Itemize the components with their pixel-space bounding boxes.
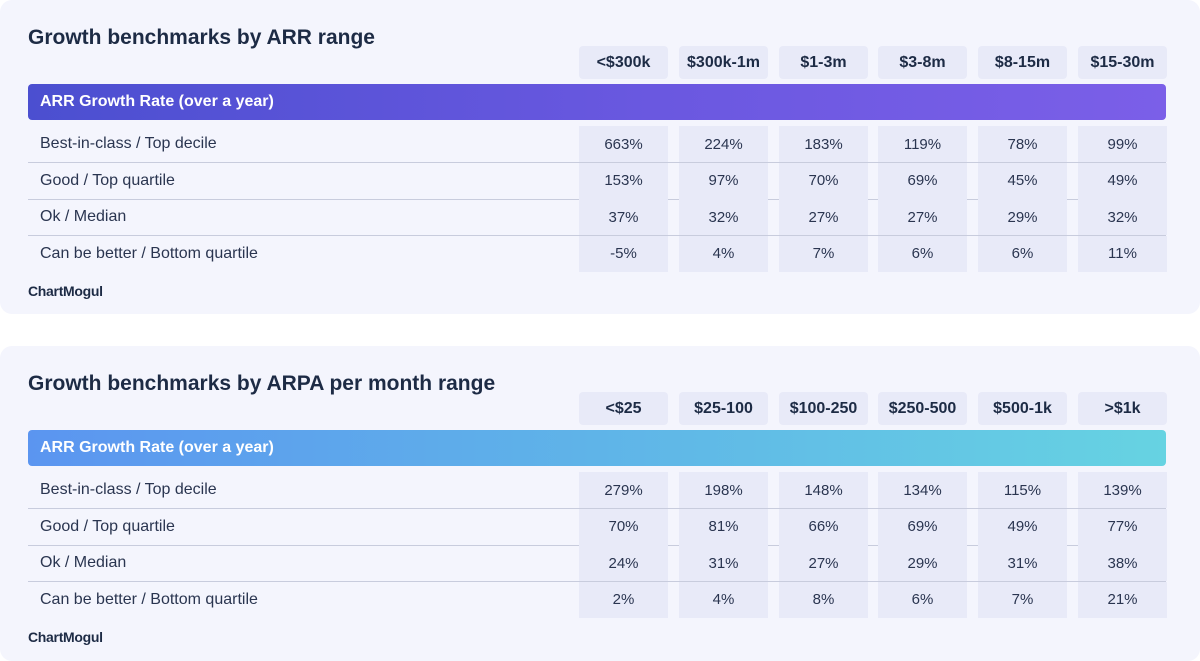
chartmogul-logo: ChartMogul	[28, 283, 103, 299]
table-cell: 97%	[679, 162, 768, 199]
table-cell: 153%	[579, 162, 668, 199]
column-header: $1-3m	[779, 46, 868, 79]
arr-benchmarks-card: Growth benchmarks by ARR range <$300k $30…	[0, 0, 1200, 314]
row-label: Good / Top quartile	[40, 171, 175, 189]
column-header: $100-250	[779, 392, 868, 425]
table-cell: 27%	[779, 545, 868, 581]
table-cell: 31%	[679, 545, 768, 581]
table-cell: 6%	[978, 235, 1067, 272]
table-row: Best-in-class / Top decile 279% 198% 148% 13…	[28, 472, 1167, 508]
column-header: $300k-1m	[679, 46, 768, 79]
table-row: Ok / Median 24% 31% 27% 29% 31% 38%	[28, 545, 1167, 581]
column-header: <$25	[579, 392, 668, 425]
column-header: $25-100	[679, 392, 768, 425]
table-cell: 45%	[978, 162, 1067, 199]
row-label: Good / Top quartile	[40, 517, 175, 535]
table-cell: 49%	[1078, 162, 1167, 199]
table-cell: 21%	[1078, 581, 1167, 618]
table-cell: 183%	[779, 126, 868, 162]
table-cell: 115%	[978, 472, 1067, 508]
row-label: Ok / Median	[40, 208, 127, 225]
table-cell: 99%	[1078, 126, 1167, 162]
table-cell: 119%	[878, 126, 967, 162]
table-cell: 69%	[878, 162, 967, 199]
table-cell: 27%	[878, 199, 967, 235]
table-cell: 77%	[1078, 508, 1167, 545]
table-cell: 49%	[978, 508, 1067, 545]
row-label: Ok / Median	[40, 554, 127, 571]
table-title: Growth benchmarks by ARR range	[28, 26, 375, 49]
group-band: ARR Growth Rate (over a year)	[28, 430, 1166, 466]
table-cell: 32%	[679, 199, 768, 235]
table-cell: 78%	[978, 126, 1067, 162]
table-cell: 70%	[579, 508, 668, 545]
table-cell: 7%	[779, 235, 868, 272]
table-cell: 70%	[779, 162, 868, 199]
table-cell: 224%	[679, 126, 768, 162]
column-header: $8-15m	[978, 46, 1067, 79]
table-cell: 663%	[579, 126, 668, 162]
table-cell: 4%	[679, 581, 768, 618]
table-cell: 139%	[1078, 472, 1167, 508]
table-cell: 2%	[579, 581, 668, 618]
table-cell: 7%	[978, 581, 1067, 618]
table-cell: 8%	[779, 581, 868, 618]
table-cell: 29%	[978, 199, 1067, 235]
table-cell: 198%	[679, 472, 768, 508]
row-label: Best-in-class / Top decile	[40, 135, 217, 152]
column-header: $500-1k	[978, 392, 1067, 425]
column-header: $3-8m	[878, 46, 967, 79]
table-row: Ok / Median 37% 32% 27% 27% 29% 32%	[28, 199, 1167, 235]
table-cell: 11%	[1078, 235, 1167, 272]
table-row: Can be better / Bottom quartile 2% 4% 8% 6% 7…	[28, 581, 1167, 618]
chartmogul-logo: ChartMogul	[28, 629, 103, 645]
table-cell: 134%	[878, 472, 967, 508]
column-header: >$1k	[1078, 392, 1167, 425]
table-cell: 37%	[579, 199, 668, 235]
table-cell: 29%	[878, 545, 967, 581]
table-cell: 38%	[1078, 545, 1167, 581]
table-cell: 27%	[779, 199, 868, 235]
row-label: Can be better / Bottom quartile	[40, 590, 258, 608]
column-header: <$300k	[579, 46, 668, 79]
table-cell: 279%	[579, 472, 668, 508]
table-cell: 148%	[779, 472, 868, 508]
table-cell: 32%	[1078, 199, 1167, 235]
table-row: Can be better / Bottom quartile -5% 4% 7% 6%…	[28, 235, 1167, 272]
table-cell: 4%	[679, 235, 768, 272]
row-label: Best-in-class / Top decile	[40, 481, 217, 498]
table-cell: 69%	[878, 508, 967, 545]
group-band: ARR Growth Rate (over a year)	[28, 84, 1166, 120]
table-cell: 66%	[779, 508, 868, 545]
table-cell: 24%	[579, 545, 668, 581]
row-label: Can be better / Bottom quartile	[40, 244, 258, 262]
table-row: Good / Top quartile 153% 97% 70% 69% 45% 49%	[28, 162, 1167, 199]
table-cell: 81%	[679, 508, 768, 545]
column-header: $15-30m	[1078, 46, 1167, 79]
table-title: Growth benchmarks by ARPA per month rang…	[28, 372, 496, 395]
arpa-benchmarks-card: Growth benchmarks by ARPA per month rang…	[0, 346, 1200, 661]
table-cell: 6%	[878, 235, 967, 272]
table-row: Best-in-class / Top decile 663% 224% 183% 11…	[28, 126, 1167, 162]
table-cell: 31%	[978, 545, 1067, 581]
table-cell: -5%	[579, 235, 668, 272]
table-row: Good / Top quartile 70% 81% 66% 69% 49% 77%	[28, 508, 1167, 545]
table-cell: 6%	[878, 581, 967, 618]
column-header: $250-500	[878, 392, 967, 425]
